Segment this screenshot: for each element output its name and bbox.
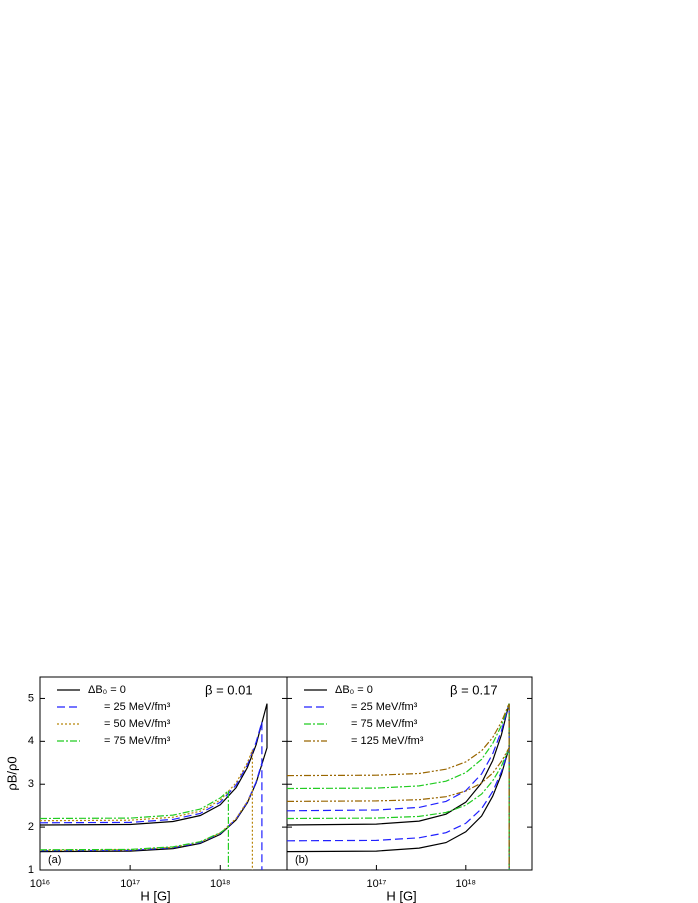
legend-label: = 75 MeV/fm³ — [104, 735, 171, 747]
plot-frame — [286, 676, 533, 871]
panel-label: (a) — [48, 854, 61, 866]
y-axis-label: ρB/ρ0 — [4, 756, 19, 790]
x-tick-label: 10¹⁷ — [366, 878, 386, 890]
y-tick-label: 3 — [28, 778, 34, 790]
y-tick-label: 5 — [28, 692, 34, 704]
y-tick-label: 1 — [28, 864, 34, 876]
y-tick-label: 2 — [28, 821, 34, 833]
legend-label: ΔB₀ = 0 — [88, 684, 126, 696]
x-tick-label: 10¹⁷ — [120, 878, 140, 890]
annotation: β = 0.17 — [450, 682, 498, 697]
curve — [39, 789, 229, 870]
legend-label: ΔB₀ = 0 — [335, 684, 373, 696]
curve — [39, 703, 268, 853]
x-axis-label: H [G] — [386, 888, 416, 903]
x-axis-label: H [G] — [140, 888, 170, 903]
curve — [286, 703, 510, 870]
legend-label: = 25 MeV/fm³ — [351, 701, 418, 713]
x-tick-label: 10¹⁸ — [210, 878, 231, 890]
curve — [286, 703, 510, 870]
x-tick-label: 10¹⁶ — [30, 878, 50, 890]
annotation: β = 0.01 — [205, 682, 253, 697]
legend-label: = 125 MeV/fm³ — [351, 735, 424, 747]
legend-label: = 50 MeV/fm³ — [104, 718, 171, 730]
y-tick-label: 4 — [28, 735, 34, 747]
legend-label: = 25 MeV/fm³ — [104, 701, 171, 713]
curve — [286, 703, 510, 870]
legend-label: = 75 MeV/fm³ — [351, 718, 418, 730]
x-tick-label: 10¹⁸ — [456, 878, 477, 890]
panel-label: (b) — [295, 854, 308, 866]
